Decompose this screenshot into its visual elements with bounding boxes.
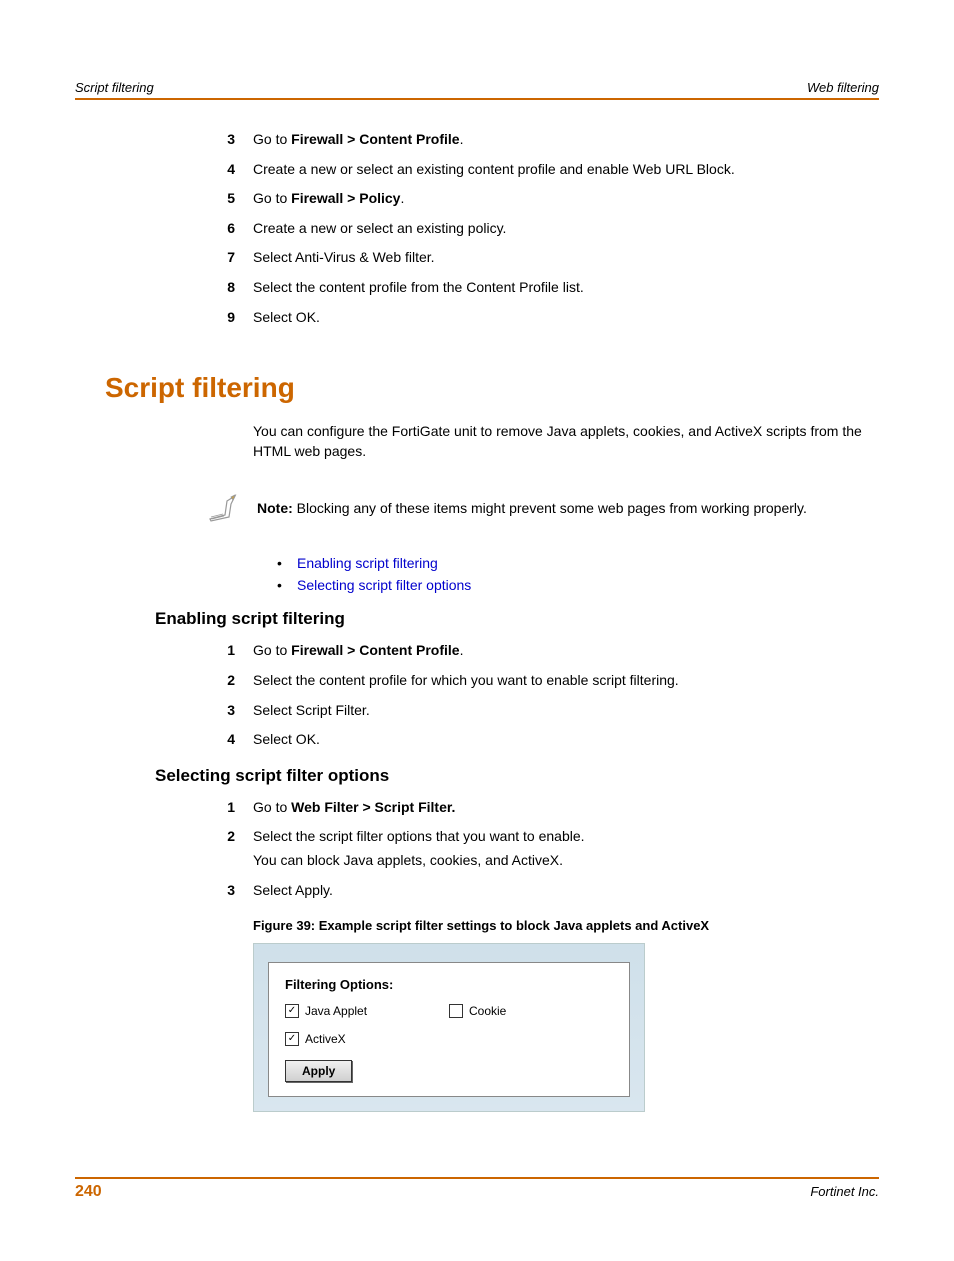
page-footer: 240 Fortinet Inc. xyxy=(75,1177,879,1201)
checkbox-cookie[interactable]: Cookie xyxy=(449,1004,613,1018)
list-item: 2 Select the content profile for which y… xyxy=(205,671,879,691)
apply-button[interactable]: Apply xyxy=(285,1060,352,1082)
list-item: 3 Select Script Filter. xyxy=(205,701,879,721)
note-icon xyxy=(205,491,239,525)
section-title: Script filtering xyxy=(75,372,879,404)
list-item: 7 Select Anti-Virus & Web filter. xyxy=(205,248,879,268)
steps-enabling: 1 Go to Firewall > Content Profile. 2 Se… xyxy=(75,641,879,749)
list-item: 4 Select OK. xyxy=(205,730,879,750)
list-item: 3 Go to Firewall > Content Profile. xyxy=(205,130,879,150)
list-item: 6 Create a new or select an existing pol… xyxy=(205,219,879,239)
footer-company: Fortinet Inc. xyxy=(810,1184,879,1199)
header-left: Script filtering xyxy=(75,80,154,95)
checkbox-java-applet[interactable]: ✓ Java Applet xyxy=(285,1004,449,1018)
list-item: • Selecting script filter options xyxy=(277,577,879,593)
page-number: 240 xyxy=(75,1183,102,1201)
link-selecting[interactable]: Selecting script filter options xyxy=(297,577,471,593)
list-item: • Enabling script filtering xyxy=(277,555,879,571)
list-item: 8 Select the content profile from the Co… xyxy=(205,278,879,298)
header-right: Web filtering xyxy=(807,80,879,95)
figure-screenshot: Filtering Options: ✓ Java Applet Cookie … xyxy=(253,943,645,1112)
note-block: Note: Blocking any of these items might … xyxy=(75,491,879,525)
checkbox-icon: ✓ xyxy=(285,1032,299,1046)
checkbox-icon: ✓ xyxy=(285,1004,299,1018)
checkbox-activex[interactable]: ✓ ActiveX xyxy=(285,1032,485,1046)
steps-selecting: 1 Go to Web Filter > Script Filter. 2 Se… xyxy=(75,798,879,900)
list-item: 1 Go to Web Filter > Script Filter. xyxy=(205,798,879,818)
list-item: 3 Select Apply. xyxy=(205,881,879,901)
link-enabling[interactable]: Enabling script filtering xyxy=(297,555,438,571)
list-item: 4 Create a new or select an existing con… xyxy=(205,160,879,180)
list-item: 9 Select OK. xyxy=(205,308,879,328)
page-header: Script filtering Web filtering xyxy=(75,80,879,100)
link-list: • Enabling script filtering • Selecting … xyxy=(75,555,879,593)
list-item: 1 Go to Firewall > Content Profile. xyxy=(205,641,879,661)
subsection-title: Selecting script filter options xyxy=(75,766,879,786)
section-intro: You can configure the FortiGate unit to … xyxy=(75,422,879,461)
list-item: 5 Go to Firewall > Policy. xyxy=(205,189,879,209)
list-item: 2 Select the script filter options that … xyxy=(205,827,879,870)
checkbox-icon xyxy=(449,1004,463,1018)
steps-top: 3 Go to Firewall > Content Profile. 4 Cr… xyxy=(75,130,879,327)
filter-panel: Filtering Options: ✓ Java Applet Cookie … xyxy=(268,962,630,1097)
panel-title: Filtering Options: xyxy=(285,977,613,992)
figure-caption: Figure 39: Example script filter setting… xyxy=(75,918,879,933)
subsection-title: Enabling script filtering xyxy=(75,609,879,629)
